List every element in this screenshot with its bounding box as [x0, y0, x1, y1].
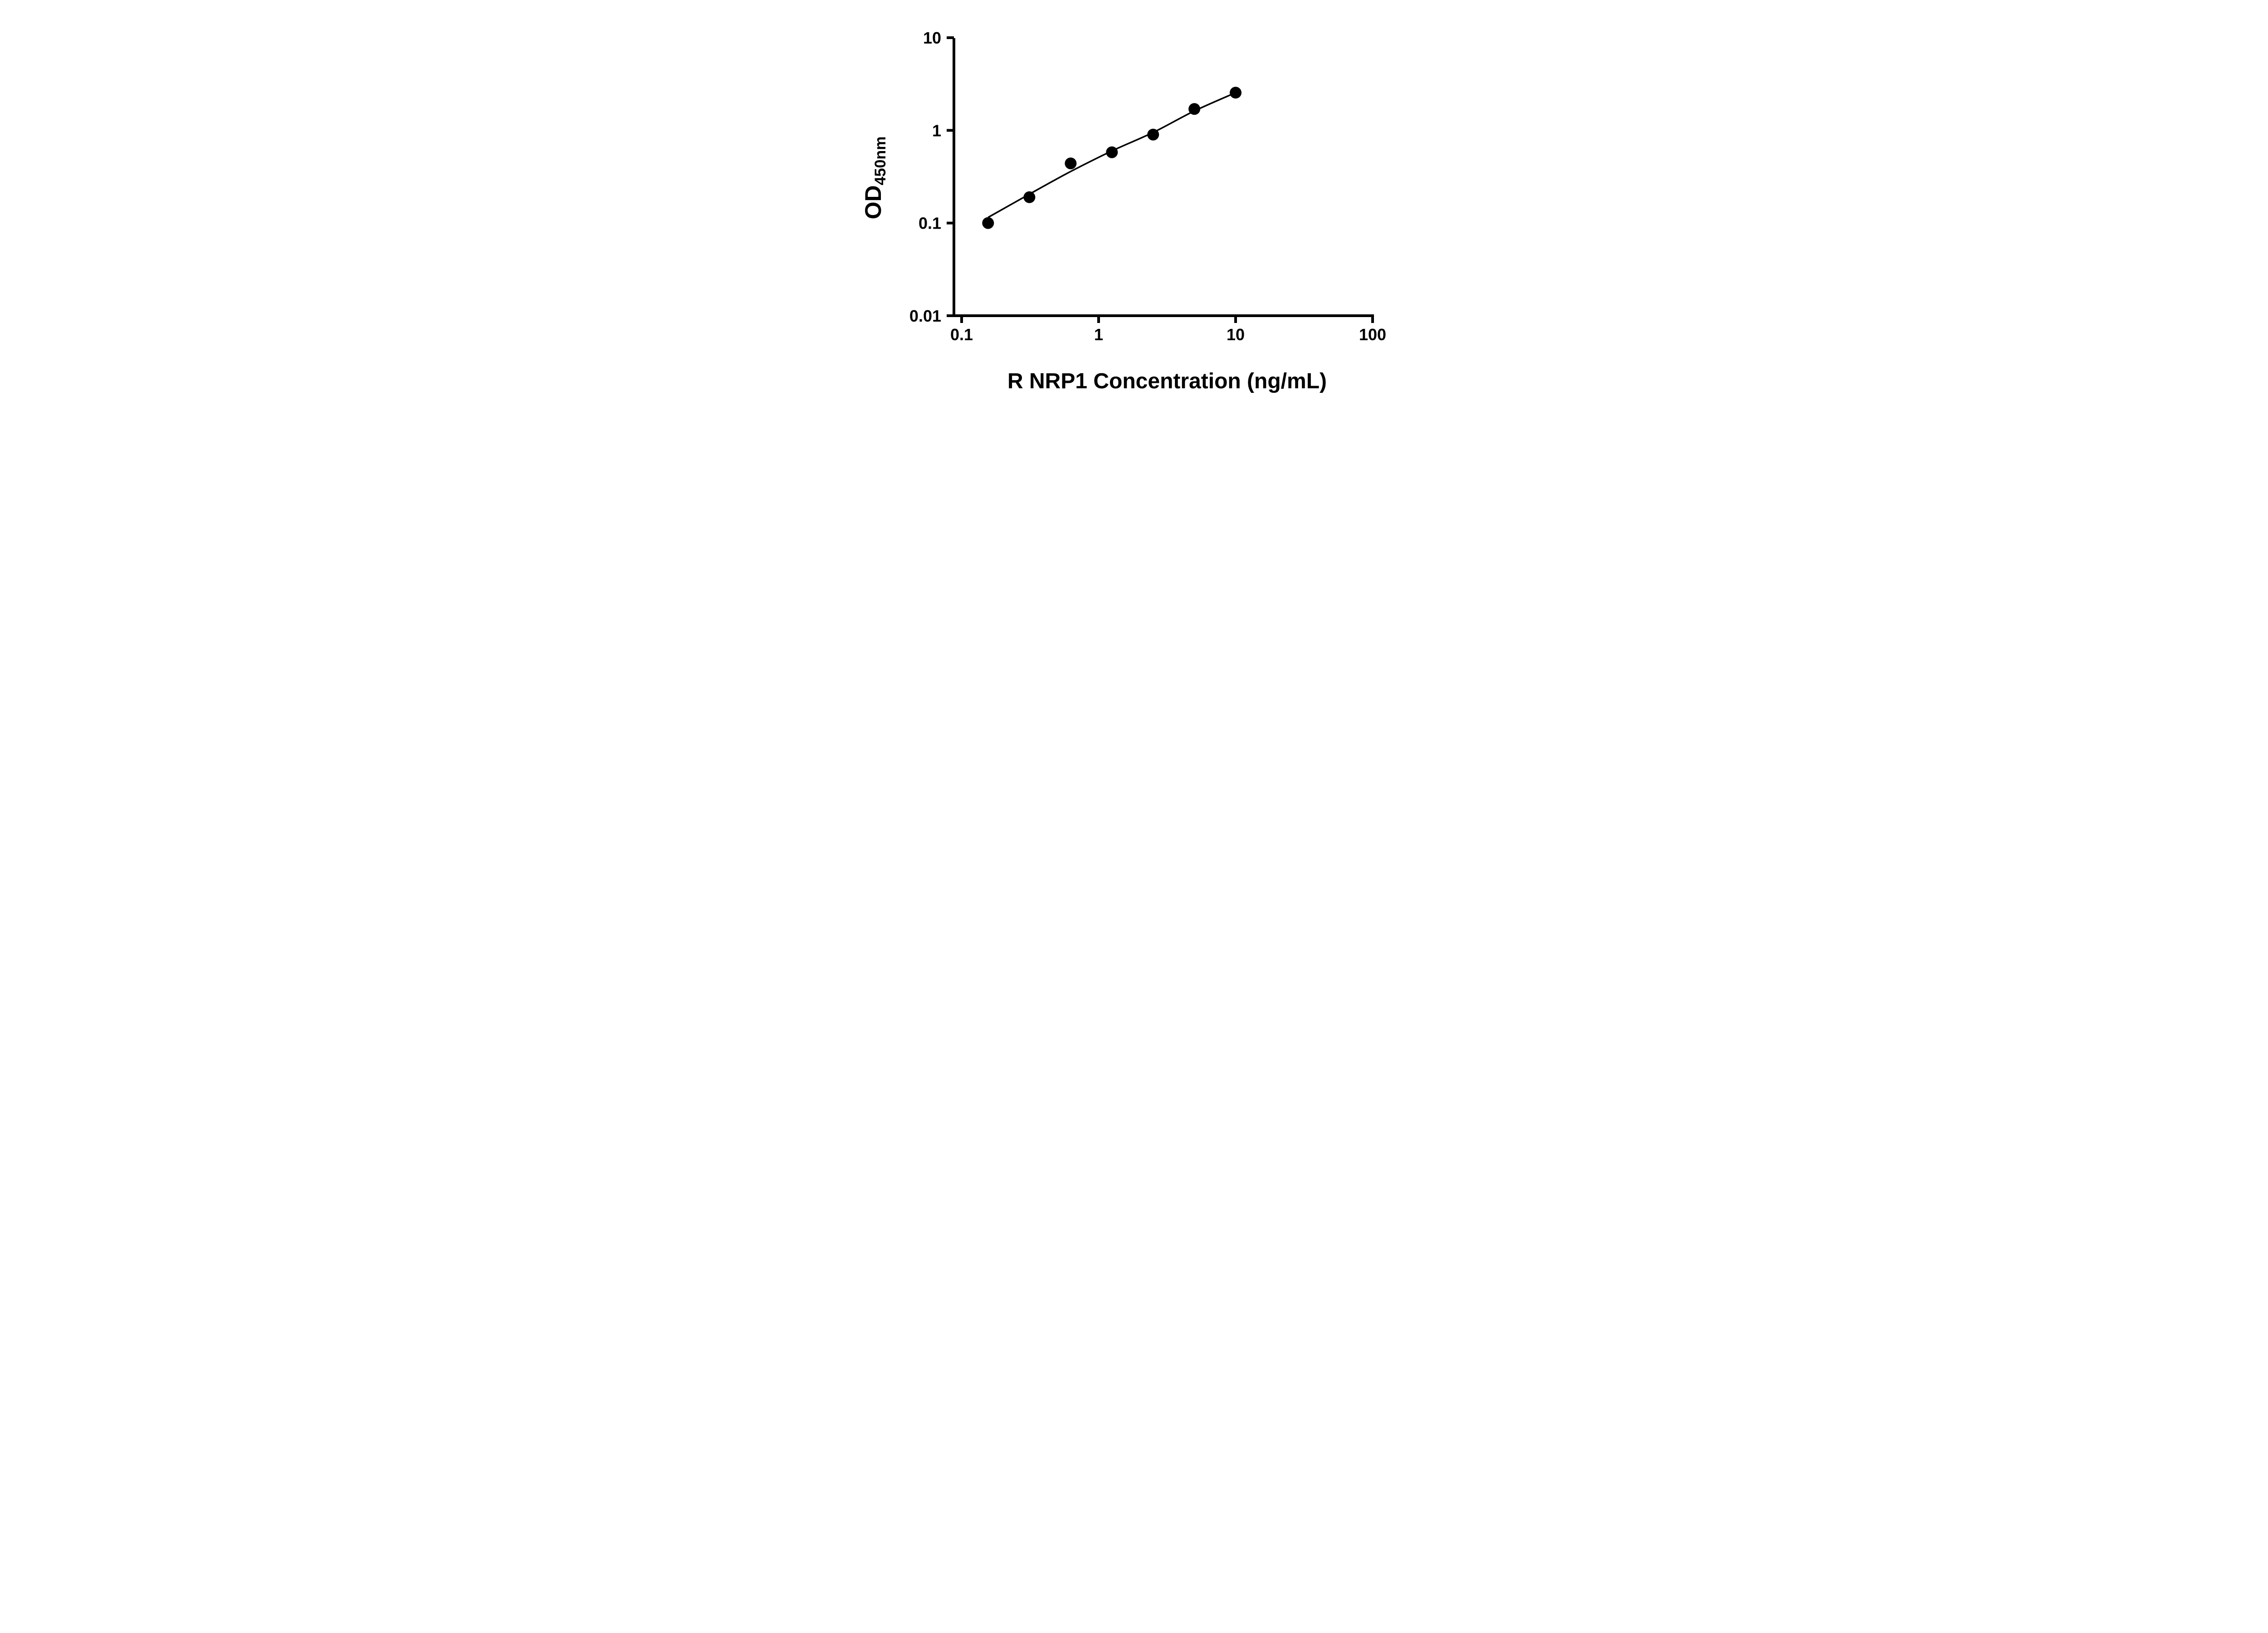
x-tick-label: 0.1	[950, 325, 973, 344]
data-point	[1229, 87, 1242, 99]
x-tick-label: 1	[1094, 325, 1103, 344]
x-tick-label: 10	[1226, 325, 1244, 344]
y-axis-title: OD450nm	[860, 137, 889, 220]
chart-canvas: 0.1 1 10 100 0.01 0.1 1 10 R NRP1 Concentration …	[860, 29, 1386, 393]
y-tick-label: 0.1	[918, 214, 941, 233]
data-point	[1023, 191, 1035, 203]
x-tick-label: 100	[1359, 325, 1386, 344]
data-point	[1105, 146, 1118, 158]
y-axis-title-main: OD	[860, 185, 886, 219]
data-point	[982, 217, 994, 229]
x-axis-title: R NRP1 Concentration (ng/mL)	[1007, 369, 1327, 393]
data-point	[1064, 157, 1076, 170]
elisa-standard-curve-figure: 0.1 1 10 100 0.01 0.1 1 10 R NRP1 Concentration …	[842, 0, 1426, 408]
data-point	[1188, 103, 1200, 115]
y-tick-label: 1	[932, 121, 941, 140]
y-tick-label: 10	[923, 29, 941, 47]
y-tick-label: 0.01	[909, 307, 941, 325]
axis-lines	[952, 38, 1374, 317]
y-axis-title-subscript: 450nm	[872, 137, 889, 186]
data-point	[1147, 128, 1159, 141]
